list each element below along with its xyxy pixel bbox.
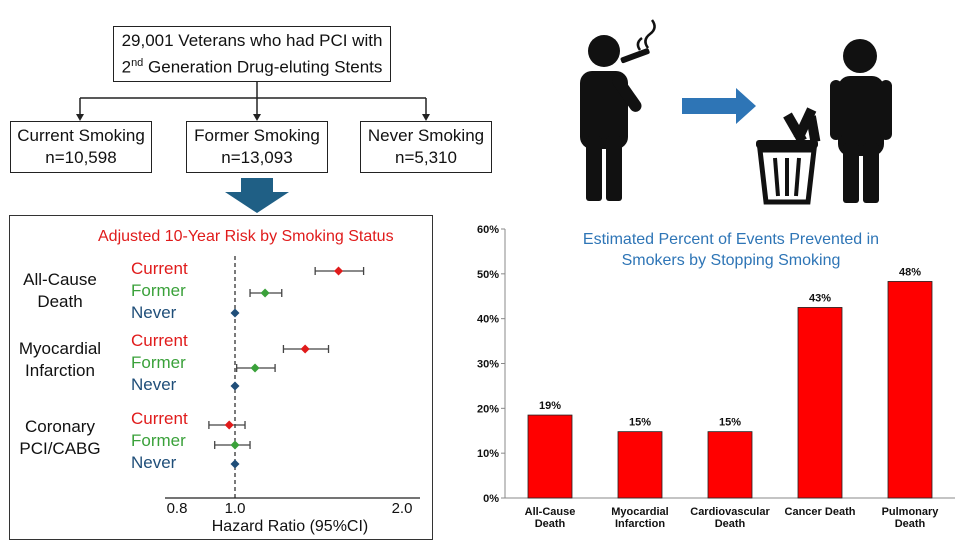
x-category-label: All-Cause <box>525 506 576 518</box>
cohort-line2: 2nd Generation Drug-eluting Stents <box>121 56 383 77</box>
down-arrow-icon <box>225 178 289 213</box>
x-category-label: Cardiovascular <box>690 506 770 518</box>
bar <box>617 431 663 499</box>
x-tick-label: 2.0 <box>392 500 413 517</box>
group-box-former: Former Smoking n=13,093 <box>186 121 328 173</box>
y-tick-label: 40% <box>477 314 499 326</box>
x-category-label: Death <box>895 518 926 530</box>
hazard-ratio-point <box>334 266 344 276</box>
bar <box>797 307 843 499</box>
hazard-ratio-point <box>250 363 260 373</box>
group-box-current: Current Smoking n=10,598 <box>10 121 152 173</box>
forest-title: Adjusted 10-Year Risk by Smoking Status <box>98 228 394 245</box>
forest-x-axis-label: Hazard Ratio (95%CI) <box>212 518 369 535</box>
row-label-former: Former <box>131 353 186 372</box>
bar-data-label: 43% <box>809 292 831 304</box>
row-label-current: Current <box>131 331 188 350</box>
y-tick-label: 20% <box>477 403 499 415</box>
group-label-all-cause: All-Cause Death <box>23 270 97 311</box>
x-category-label: Death <box>715 518 746 530</box>
chart-title-line1: Estimated Percent of Events Prevented in <box>583 231 879 248</box>
row-label-current: Current <box>131 409 188 428</box>
icon-panel <box>580 19 892 205</box>
bar-data-label: 15% <box>629 417 651 429</box>
hazard-ratio-point <box>260 288 270 298</box>
y-tick-label: 60% <box>477 224 499 236</box>
hazard-ratio-point <box>230 308 240 318</box>
x-tick-label: 0.8 <box>167 500 188 517</box>
y-tick-label: 30% <box>477 359 499 371</box>
group-label-pci: Coronary PCI/CABG <box>19 417 101 458</box>
trash-can-cigarettes-icon <box>756 107 821 205</box>
cohort-line1: 29,001 Veterans who had PCI with <box>121 30 383 50</box>
group-box-never: Never Smoking n=5,310 <box>360 121 492 173</box>
bar-data-label: 19% <box>539 400 561 412</box>
hazard-ratio-point <box>230 459 240 469</box>
x-category-label: Pulmonary <box>882 506 940 518</box>
bar-data-label: 15% <box>719 417 741 429</box>
x-category-label: Cancer Death <box>785 506 856 518</box>
row-label-former: Former <box>131 281 186 300</box>
cohort-box: 29,001 Veterans who had PCI with 2nd Gen… <box>113 26 391 82</box>
hazard-ratio-point <box>230 440 240 450</box>
smoking-person-icon <box>580 19 656 201</box>
right-arrow-icon <box>682 88 756 124</box>
hazard-ratio-point <box>224 420 234 430</box>
forest-panel: Adjusted 10-Year Risk by Smoking Status … <box>9 215 433 540</box>
chart-title-line2: Smokers by Stopping Smoking <box>622 252 841 269</box>
standing-person-icon <box>830 39 892 203</box>
row-label-never: Never <box>131 453 177 472</box>
hazard-ratio-point <box>230 381 240 391</box>
group-label-mi: Myocardial Infarction <box>18 339 102 380</box>
x-category-label: Death <box>535 518 566 530</box>
row-label-current: Current <box>131 259 188 278</box>
bar-chart: Estimated Percent of Events Prevented in… <box>477 224 955 530</box>
bar <box>527 414 573 499</box>
x-category-label: Myocardial <box>611 506 668 518</box>
row-label-former: Former <box>131 431 186 450</box>
hazard-ratio-point <box>300 344 310 354</box>
x-tick-label: 1.0 <box>225 500 246 517</box>
bar <box>707 431 753 499</box>
row-label-never: Never <box>131 303 177 322</box>
bar <box>887 281 933 499</box>
bar-data-label: 48% <box>899 266 921 278</box>
x-category-label: Infarction <box>615 518 665 530</box>
y-tick-label: 50% <box>477 269 499 281</box>
y-tick-label: 10% <box>477 448 499 460</box>
forest-plot: 0.8 1.0 2.0 Hazard Ratio (95%CI) <box>165 256 420 535</box>
row-label-never: Never <box>131 375 177 394</box>
flow-connectors <box>76 82 430 213</box>
y-tick-label: 0% <box>483 493 499 505</box>
